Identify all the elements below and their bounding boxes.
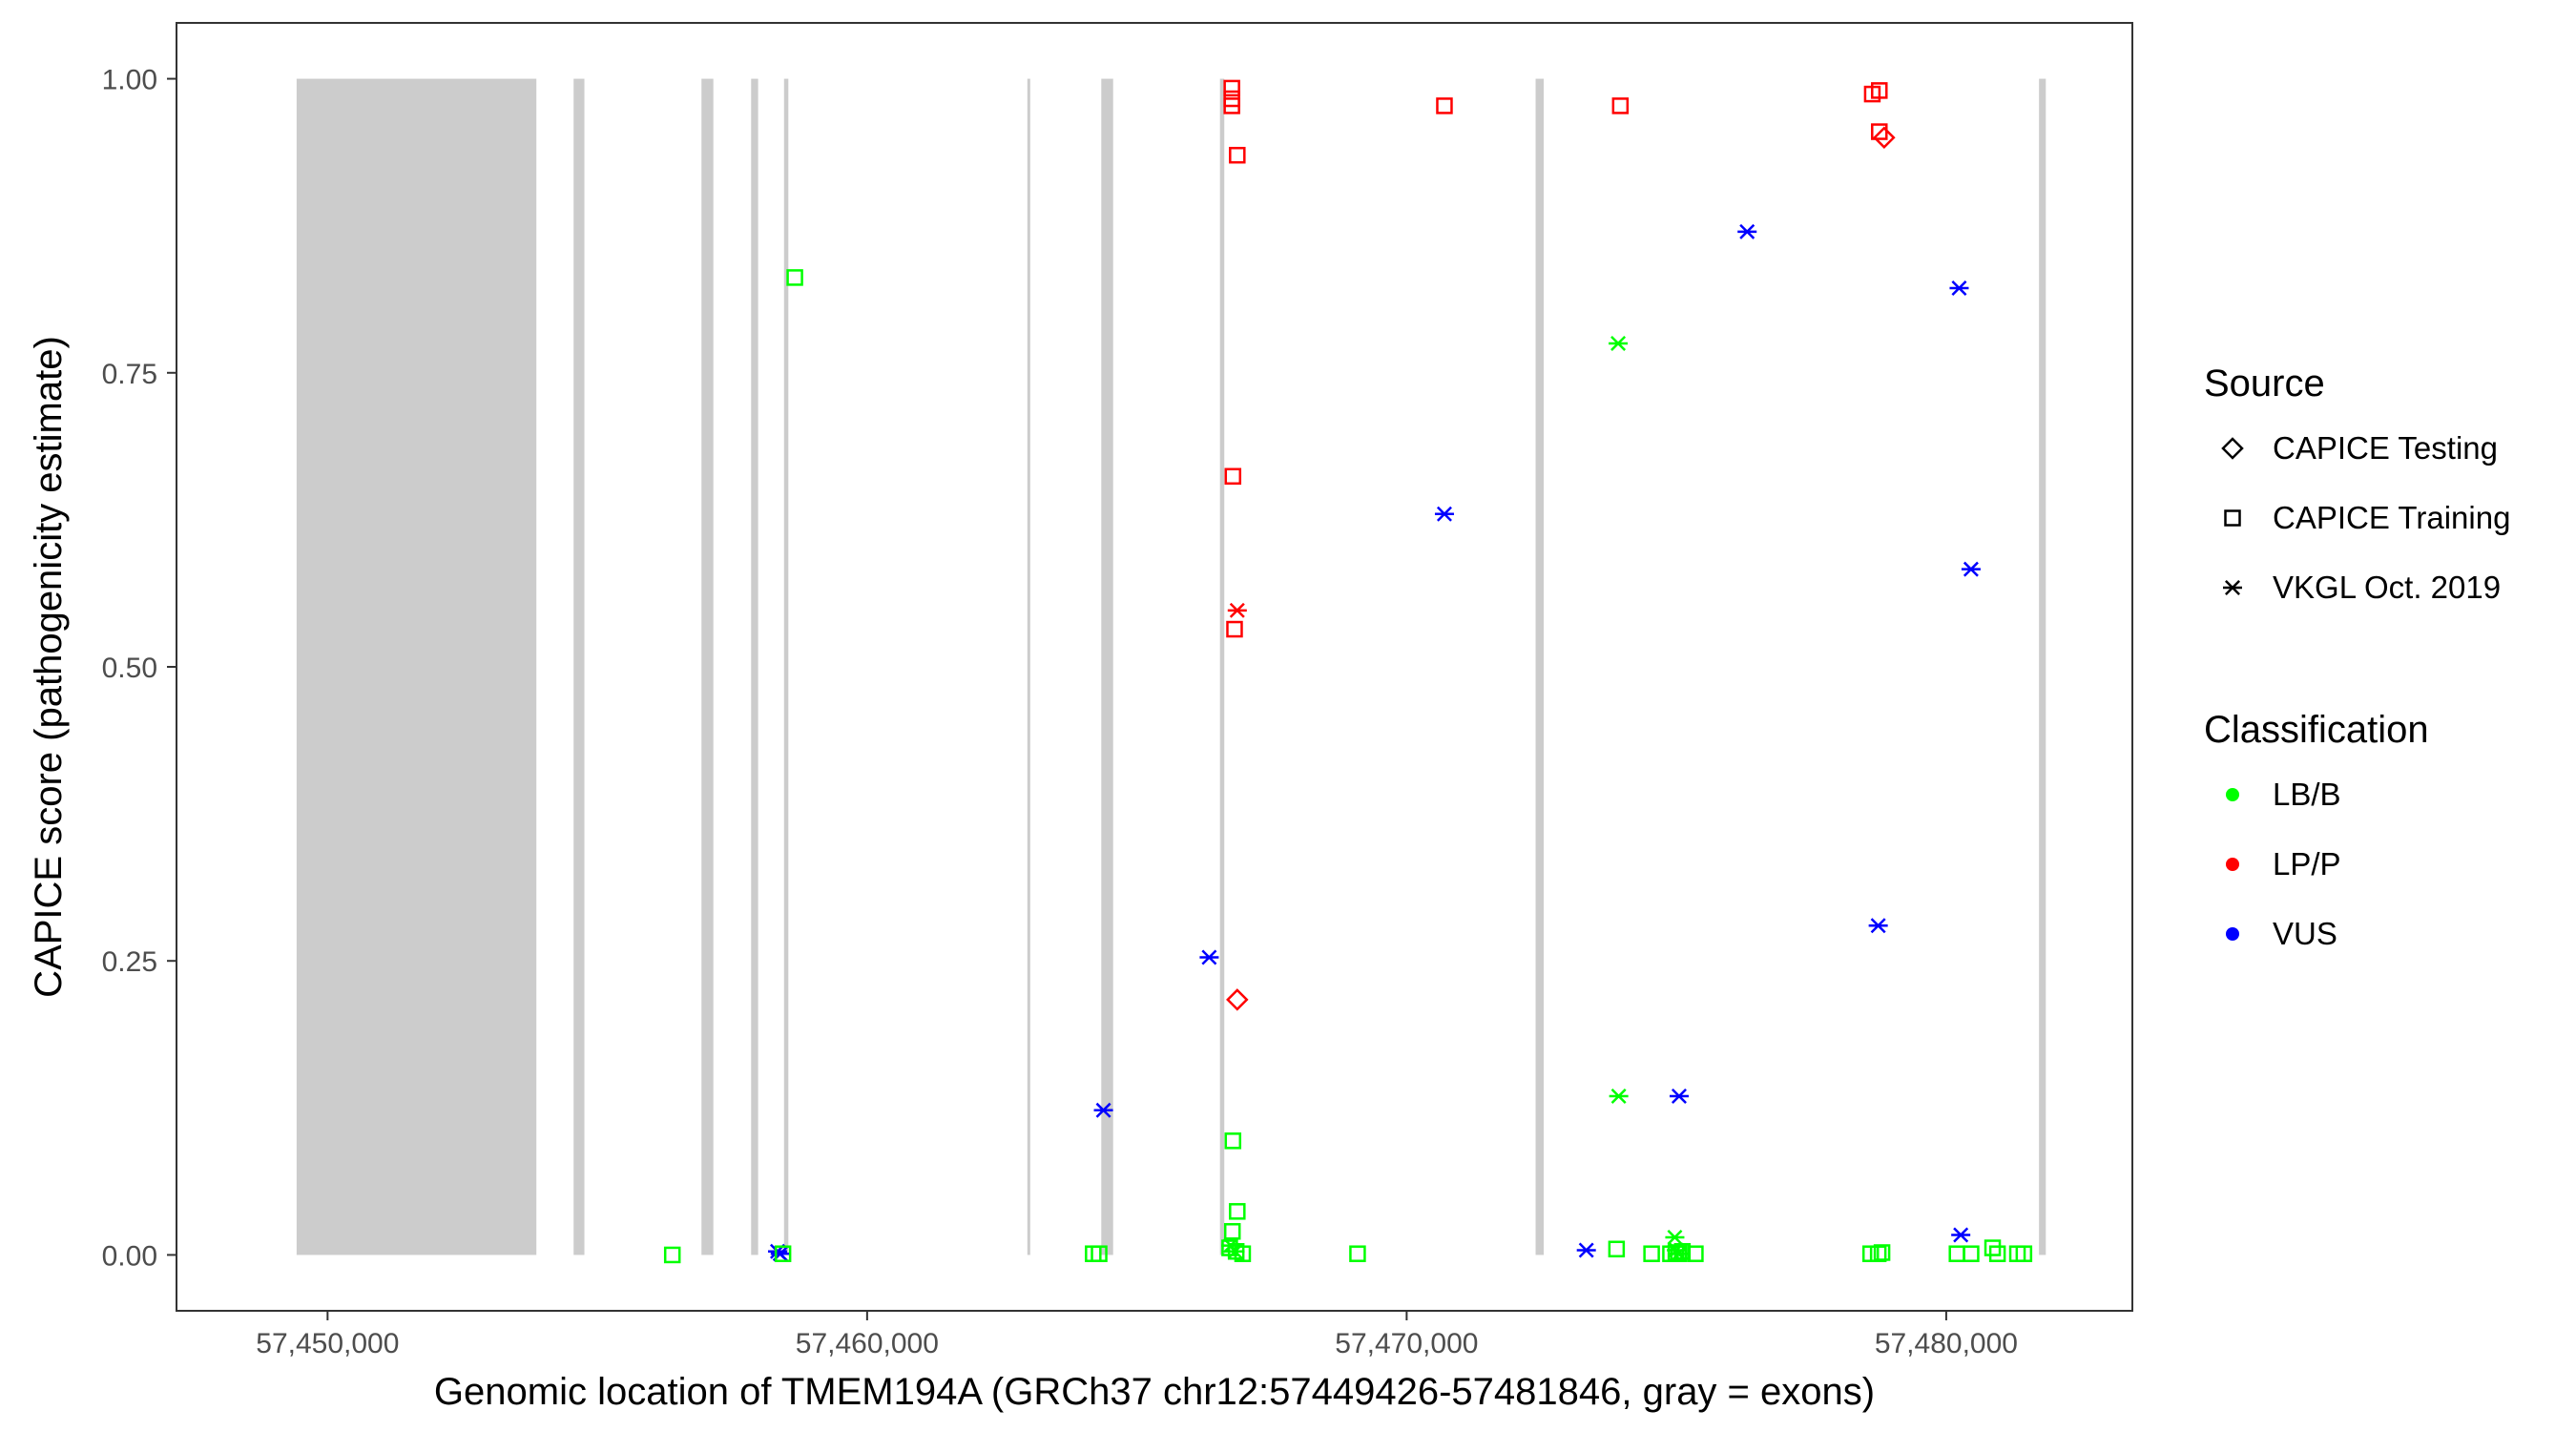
data-point [1093,1102,1113,1118]
data-point [1226,988,1249,1011]
data-point [1643,1245,1660,1262]
data-point [1873,126,1896,149]
data-point [1988,1245,2006,1262]
data-point [1611,97,1630,114]
legend-key [2226,858,2239,871]
x-axis: 57,450,000 57,460,000 57,470,000 57,480,000 [256,1311,2018,1359]
x-tick-label: 57,450,000 [256,1328,399,1359]
data-point [1349,1245,1366,1262]
y-tick-label: 0.00 [102,1240,157,1272]
data-point [1673,1242,1692,1260]
legend-title: Classification [2204,709,2429,751]
data-point [1609,1089,1629,1104]
data-point [1085,1245,1102,1262]
data-point [1223,1223,1241,1240]
data-point [1434,506,1454,522]
data-point [1669,1089,1689,1104]
data-point [1091,1245,1108,1262]
y-tick-label: 0.50 [102,653,157,684]
legend-item-label: CAPICE Training [2273,500,2510,535]
legend-item-label: LP/P [2273,846,2341,881]
data-point [663,1246,681,1264]
data-point [1223,97,1240,114]
point-layer [663,79,2033,1264]
data-point [774,1245,792,1262]
legend: Source CAPICE Testing CAPICE Training VKGL … [2204,363,2510,951]
legend-key [2221,437,2244,460]
y-axis: 0.00 0.25 0.50 0.75 1.00 [102,65,177,1272]
y-axis-title: CAPICE score (pathogenicity estimate) [28,336,70,998]
x-tick-label: 57,460,000 [796,1328,939,1359]
exon-band [1027,78,1030,1255]
legend-item-label: VKGL Oct. 2019 [2273,570,2501,605]
legend-key [2226,788,2239,801]
data-point [1665,1229,1685,1245]
data-point [1223,79,1240,97]
data-point [1948,1245,1965,1262]
data-point [2015,1245,2033,1262]
exon-band [2039,78,2046,1255]
data-point [1963,1245,1980,1262]
data-point [1961,561,1981,577]
data-point [1873,1244,1891,1261]
data-point [1871,82,1888,99]
exon-band [1219,78,1225,1255]
legend-key [2224,509,2241,527]
data-point [1608,1240,1626,1258]
data-point [786,269,803,286]
data-point [1226,620,1243,638]
data-point [1951,1227,1971,1243]
data-point [1687,1245,1704,1262]
data-point [1229,146,1246,164]
exon-band [296,78,537,1255]
exon-band [783,78,789,1255]
data-point [1199,949,1219,965]
exon-band [701,78,714,1255]
x-tick-label: 57,480,000 [1875,1328,2018,1359]
legend-item-label: LB/B [2273,777,2341,812]
legend-key [2223,580,2242,595]
data-point [1670,1245,1688,1262]
data-point [1229,1203,1246,1220]
y-tick-label: 1.00 [102,65,157,96]
legend-key [2226,927,2239,941]
exon-band [573,78,585,1255]
x-axis-title: Genomic location of TMEM194A (GRCh37 chr… [434,1371,1875,1413]
data-point [1984,1239,2002,1256]
data-point [1436,97,1453,114]
legend-title: Source [2204,363,2325,404]
data-point [1868,918,1888,934]
data-point [1576,1242,1596,1258]
x-tick-label: 57,470,000 [1335,1328,1478,1359]
exon-band [1535,78,1545,1255]
legend-item-label: CAPICE Testing [2273,430,2498,466]
data-point [1224,1132,1242,1150]
data-point [1949,280,1969,296]
data-point [1609,335,1629,351]
exon-band [1101,78,1113,1255]
data-point [1224,467,1242,486]
data-point [1234,1245,1252,1262]
y-tick-label: 0.25 [102,946,157,978]
exon-band [751,78,758,1255]
legend-item-label: VUS [2273,916,2337,951]
exon-layer [296,78,2046,1255]
y-tick-label: 0.75 [102,359,157,390]
data-point [1737,223,1757,239]
data-point [1227,602,1247,618]
